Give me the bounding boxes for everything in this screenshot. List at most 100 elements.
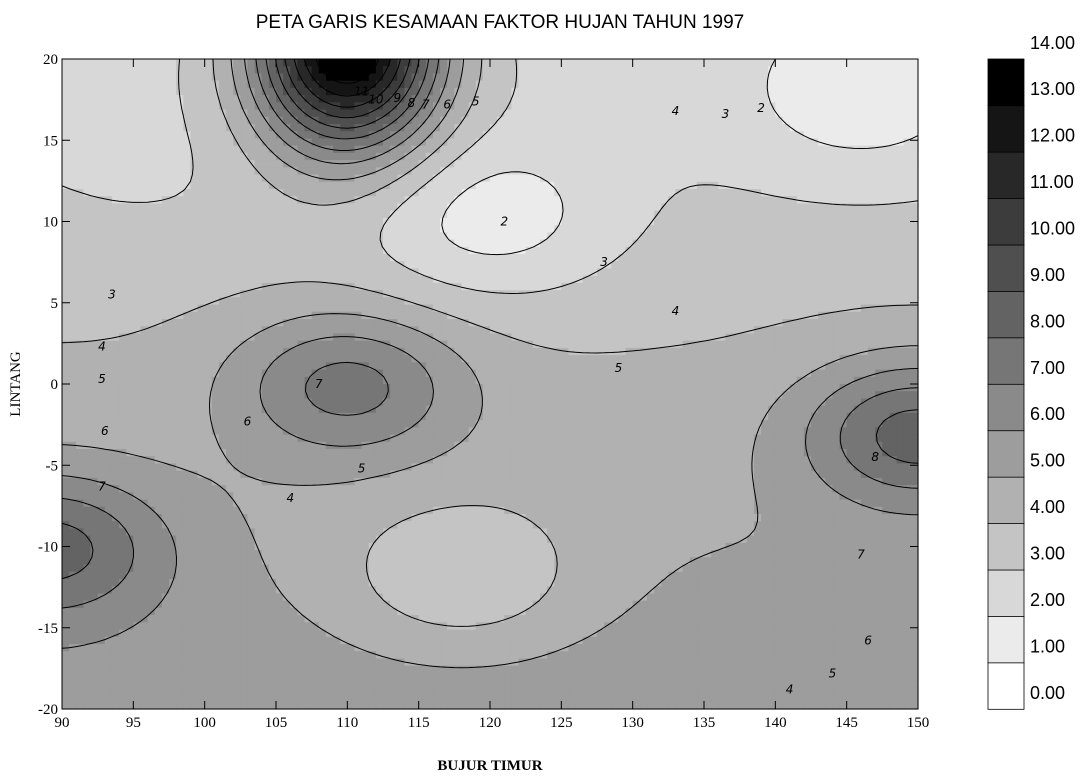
contour-band-cell (589, 145, 598, 154)
contour-band-cell (839, 87, 848, 96)
contour-band-cell (668, 333, 677, 342)
contour-band-cell (197, 116, 206, 125)
contour-band-cell (347, 189, 356, 197)
contour-band-cell (604, 311, 612, 320)
contour-band-cell (661, 109, 669, 118)
contour-band-cell (561, 355, 570, 363)
contour-band-cell (218, 87, 227, 96)
contour-band-cell (782, 254, 791, 262)
contour-band-cell (183, 174, 191, 183)
contour-band-cell (646, 203, 655, 212)
contour-band-cell (211, 196, 220, 205)
contour-band-cell (197, 225, 206, 233)
contour-band-cell (818, 59, 826, 67)
contour-band-cell (447, 59, 455, 67)
contour-band-cell (889, 59, 898, 67)
contour-band-cell (497, 59, 505, 67)
contour-band-cell (218, 282, 227, 291)
contour-band-cell (226, 275, 234, 284)
contour-band-cell (254, 268, 263, 277)
contour-band-cell (746, 95, 755, 103)
contour-band-cell (140, 124, 149, 132)
contour-band-cell (169, 145, 177, 154)
contour-band-cell (475, 217, 484, 226)
contour-band-cell (711, 326, 719, 335)
contour-band-cell (711, 217, 719, 226)
contour-band-cell (461, 246, 470, 255)
contour-band-cell (789, 217, 798, 226)
contour-band-cell (83, 160, 92, 168)
contour-band-cell (218, 203, 227, 212)
contour-band-cell (611, 66, 619, 75)
contour-band-cell (796, 333, 805, 342)
contour-band-cell (568, 311, 577, 320)
contour-band-cell (568, 203, 577, 212)
contour-band-cell (825, 109, 833, 118)
contour-band-cell (661, 268, 669, 277)
contour-band-cell (525, 246, 534, 255)
contour-band-cell (325, 304, 334, 313)
contour-band-cell (440, 116, 448, 125)
contour-band-cell (204, 102, 213, 111)
contour-band-cell (176, 102, 184, 111)
contour-band-cell (539, 210, 548, 219)
contour-band-cell (161, 232, 170, 241)
contour-band-cell (661, 145, 669, 154)
contour-band-cell (233, 181, 241, 190)
contour-band-cell (304, 225, 313, 233)
contour-band-cell (597, 311, 605, 320)
contour-band-cell (333, 232, 341, 241)
contour-band-cell (696, 59, 705, 67)
contour-band-cell (169, 174, 177, 183)
contour-band-cell (62, 203, 70, 212)
contour-band-cell (411, 152, 420, 161)
contour-band-cell (283, 196, 291, 205)
contour-band-cell (133, 109, 142, 118)
contour-band-cell (440, 203, 448, 212)
contour-band-cell (204, 59, 213, 67)
contour-band-cell (889, 181, 898, 190)
contour-band-cell (860, 116, 869, 125)
contour-band-cell (383, 95, 391, 103)
contour-band-cell (825, 297, 833, 306)
contour-band-cell (846, 340, 855, 349)
contour-band-cell (147, 297, 156, 306)
contour-band-cell (789, 268, 798, 277)
contour-band-cell (197, 66, 206, 75)
contour-band-cell (768, 116, 776, 125)
contour-band-cell (404, 340, 413, 349)
contour-band-cell (147, 189, 156, 197)
contour-band-cell (247, 73, 256, 82)
contour-band-cell (682, 217, 691, 226)
contour-band-cell (354, 347, 363, 356)
contour-band-cell (753, 73, 762, 82)
contour-band-cell (411, 174, 420, 183)
contour-band-cell (361, 282, 370, 291)
contour-band-cell (903, 181, 912, 190)
contour-band-cell (69, 152, 77, 161)
contour-band-cell (782, 232, 791, 241)
contour-band-cell (753, 196, 762, 205)
contour-band-cell (119, 138, 127, 147)
contour-band-cell (354, 355, 363, 363)
contour-band-cell (133, 326, 142, 335)
contour-band-cell (761, 268, 769, 277)
contour-band-cell (860, 232, 869, 241)
contour-band-cell (654, 239, 662, 248)
contour-band-cell (154, 210, 163, 219)
contour-band-cell (504, 268, 512, 277)
contour-band-cell (190, 138, 199, 147)
contour-band-cell (860, 282, 869, 291)
contour-band-cell (233, 326, 241, 335)
contour-band-cell (454, 290, 463, 298)
contour-band-cell (283, 167, 291, 176)
contour-band-cell (511, 261, 520, 270)
contour-band-cell (903, 73, 912, 82)
contour-band-cell (604, 189, 612, 197)
contour-band-cell (811, 333, 819, 342)
contour-band-cell (404, 95, 413, 103)
contour-band-cell (475, 203, 484, 212)
contour-band-cell (532, 232, 541, 241)
contour-band-cell (247, 225, 256, 233)
